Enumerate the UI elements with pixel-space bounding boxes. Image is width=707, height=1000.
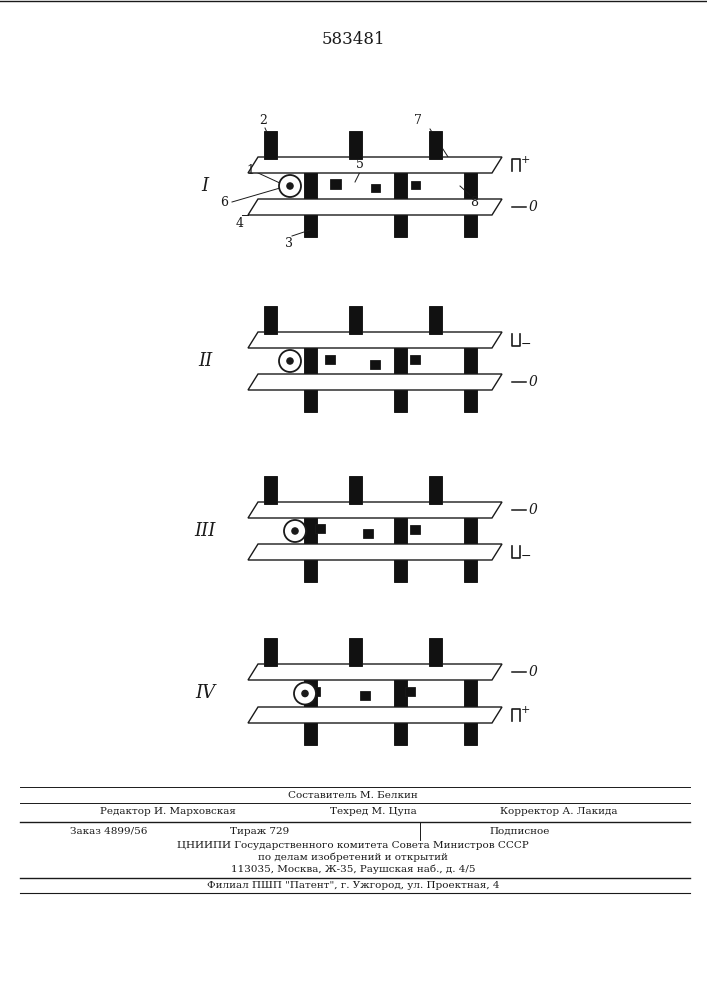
Text: 5: 5	[356, 158, 364, 171]
Bar	[464, 334, 477, 412]
Polygon shape	[248, 157, 502, 173]
Text: +: +	[521, 705, 530, 715]
Circle shape	[292, 528, 298, 534]
Text: 4: 4	[236, 217, 244, 230]
Polygon shape	[248, 332, 502, 348]
Bar	[428, 306, 441, 334]
Polygon shape	[248, 544, 502, 560]
Text: Филиал ПШП "Патент", г. Ужгород, ул. Проектная, 4: Филиал ПШП "Патент", г. Ужгород, ул. Про…	[206, 880, 499, 890]
Bar	[464, 666, 477, 745]
Circle shape	[287, 183, 293, 189]
Circle shape	[294, 682, 316, 704]
Bar	[410, 524, 420, 534]
Bar	[410, 355, 420, 363]
Bar	[264, 131, 276, 159]
Polygon shape	[248, 502, 502, 518]
Text: Корректор А. Лакида: Корректор А. Лакида	[500, 808, 617, 816]
Text: IV: IV	[195, 684, 215, 702]
Text: −: −	[521, 338, 532, 351]
Text: Заказ 4899/56: Заказ 4899/56	[70, 826, 147, 836]
Bar	[303, 159, 317, 237]
Text: II: II	[198, 352, 212, 370]
Text: 113035, Москва, Ж-35, Раушская наб., д. 4/5: 113035, Москва, Ж-35, Раушская наб., д. …	[230, 864, 475, 874]
Circle shape	[279, 350, 301, 372]
Text: Тираж 729: Тираж 729	[230, 826, 290, 836]
Text: III: III	[194, 522, 216, 540]
Text: 0: 0	[529, 375, 538, 389]
Bar	[428, 476, 441, 504]
Text: Техред М. Цупа: Техред М. Цупа	[330, 808, 416, 816]
Bar	[264, 476, 276, 504]
Bar	[394, 159, 407, 237]
Bar	[464, 504, 477, 582]
Bar	[349, 306, 361, 334]
Bar	[428, 131, 441, 159]
Text: 6: 6	[220, 196, 228, 210]
Bar	[370, 360, 380, 368]
Bar	[264, 638, 276, 666]
Bar	[264, 306, 276, 334]
Bar	[349, 476, 361, 504]
Bar	[363, 528, 373, 538]
Bar	[411, 181, 419, 189]
Bar	[370, 184, 380, 192]
Text: 8: 8	[470, 196, 478, 209]
Bar	[349, 638, 361, 666]
Circle shape	[302, 690, 308, 697]
Text: +: +	[521, 155, 530, 165]
Polygon shape	[248, 707, 502, 723]
Text: по делам изобретений и открытий: по делам изобретений и открытий	[258, 852, 448, 862]
Bar	[329, 179, 341, 189]
Polygon shape	[248, 664, 502, 680]
Text: 0: 0	[529, 200, 538, 214]
Bar	[394, 504, 407, 582]
Text: Редактор И. Марховская: Редактор И. Марховская	[100, 808, 236, 816]
Bar	[303, 504, 317, 582]
Text: 583481: 583481	[321, 31, 385, 48]
Circle shape	[284, 520, 306, 542]
Text: 7: 7	[414, 114, 422, 127]
Text: I: I	[201, 177, 209, 195]
Polygon shape	[248, 374, 502, 390]
Text: 0: 0	[529, 665, 538, 679]
Text: 2: 2	[259, 114, 267, 127]
Bar	[394, 334, 407, 412]
Text: Подписное: Подписное	[490, 826, 550, 836]
Text: ЦНИИПИ Государственного комитета Совета Министров СССР: ЦНИИПИ Государственного комитета Совета …	[177, 840, 529, 850]
Bar	[349, 131, 361, 159]
Bar	[315, 524, 325, 532]
Bar	[394, 666, 407, 745]
Text: Составитель М. Белкин: Составитель М. Белкин	[288, 790, 418, 800]
Polygon shape	[248, 199, 502, 215]
Bar	[405, 687, 415, 696]
Bar	[464, 159, 477, 237]
Bar	[325, 355, 335, 363]
Text: 3: 3	[285, 237, 293, 250]
Text: −: −	[521, 550, 532, 563]
Bar	[310, 687, 320, 696]
Bar	[303, 334, 317, 412]
Bar	[360, 691, 370, 700]
Circle shape	[279, 175, 301, 197]
Bar	[303, 666, 317, 745]
Text: 0: 0	[529, 503, 538, 517]
Circle shape	[287, 358, 293, 364]
Text: 1: 1	[246, 164, 254, 178]
Bar	[428, 638, 441, 666]
